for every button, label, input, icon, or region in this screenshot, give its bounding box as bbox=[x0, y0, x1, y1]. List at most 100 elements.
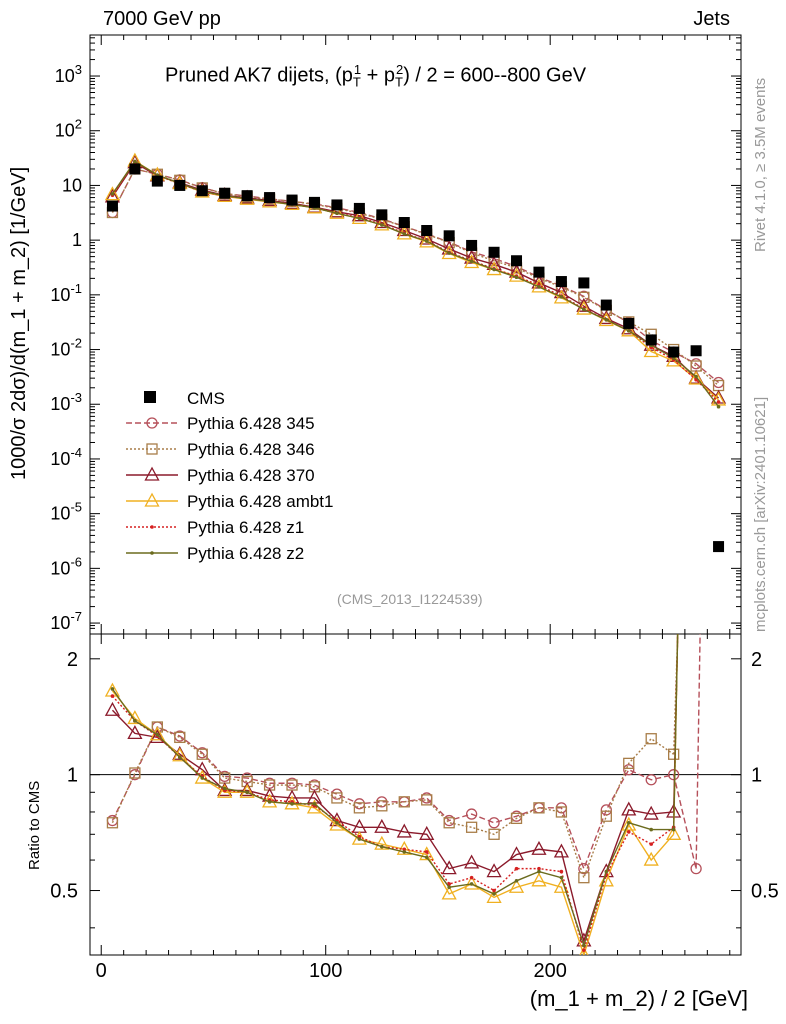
data-point bbox=[398, 796, 410, 808]
header-energy-label: 7000 GeV pp bbox=[103, 8, 221, 30]
ratio-tick-label: 0.5 bbox=[50, 881, 78, 903]
data-point bbox=[441, 885, 457, 900]
data-point bbox=[284, 795, 300, 810]
cms-data-point bbox=[600, 299, 612, 311]
data-point bbox=[553, 289, 570, 304]
legend-label: Pythia 6.428 ambt1 bbox=[187, 492, 333, 511]
ratio-tick-label-right: 0.5 bbox=[751, 881, 779, 903]
data-point bbox=[443, 817, 455, 829]
data-point bbox=[402, 850, 407, 854]
data-point bbox=[559, 875, 564, 880]
y-tick-label: 10-1 bbox=[50, 281, 82, 305]
cms-data-point bbox=[555, 276, 567, 288]
cms-data-point bbox=[623, 317, 635, 329]
data-point bbox=[469, 875, 474, 880]
data-point bbox=[245, 790, 249, 795]
data-point bbox=[196, 748, 208, 760]
data-point bbox=[514, 878, 519, 883]
data-point bbox=[464, 875, 480, 890]
title-sup2: 2 bbox=[395, 62, 404, 77]
data-point bbox=[508, 878, 525, 893]
data-point bbox=[533, 802, 545, 814]
data-point bbox=[374, 818, 390, 833]
data-point bbox=[380, 844, 384, 849]
data-point bbox=[623, 764, 635, 776]
data-point bbox=[133, 159, 137, 164]
data-point bbox=[600, 810, 612, 822]
data-point bbox=[357, 837, 362, 841]
cms-data-point bbox=[443, 230, 455, 242]
ratio-series-z2 bbox=[110, 634, 679, 948]
data-point bbox=[537, 285, 541, 289]
data-point bbox=[716, 404, 721, 409]
data-point bbox=[626, 830, 631, 834]
ratio-line bbox=[111, 688, 674, 948]
data-point bbox=[239, 782, 255, 797]
data-point bbox=[129, 767, 141, 779]
data-point bbox=[329, 203, 345, 218]
data-point bbox=[151, 721, 163, 733]
cms-data-point bbox=[713, 541, 725, 553]
data-point bbox=[155, 732, 160, 737]
data-point bbox=[217, 783, 233, 798]
chart-title: Pruned AK7 dijets, (pT1 + pT2) / 2 = 600… bbox=[165, 62, 586, 90]
legend-label: Pythia 6.428 345 bbox=[187, 414, 315, 433]
data-point bbox=[716, 400, 721, 404]
ratio-spike bbox=[695, 634, 701, 869]
title-sub2: T bbox=[395, 74, 403, 90]
y-tick-label: 10-5 bbox=[50, 500, 82, 524]
ratio-plot-frame bbox=[89, 633, 742, 956]
data-point bbox=[110, 687, 115, 691]
legend-label: Pythia 6.428 346 bbox=[187, 440, 315, 459]
data-point bbox=[146, 417, 158, 429]
data-point bbox=[465, 808, 478, 820]
ratio-line bbox=[111, 709, 674, 944]
data-point bbox=[447, 251, 451, 255]
data-point bbox=[666, 825, 682, 840]
data-point bbox=[104, 701, 121, 716]
legend: CMS Pythia 6.428 345 Pythia 6.428 346 Pythi… bbox=[126, 389, 333, 563]
data-point bbox=[424, 239, 429, 243]
data-point bbox=[106, 817, 119, 829]
data-point bbox=[604, 869, 609, 874]
series-cms bbox=[106, 163, 725, 553]
data-point bbox=[531, 840, 547, 855]
legend-label: Pythia 6.428 z1 bbox=[187, 518, 304, 537]
data-point bbox=[492, 892, 496, 896]
data-point bbox=[335, 211, 339, 216]
ratio-line bbox=[111, 726, 675, 880]
data-point bbox=[469, 882, 474, 886]
data-point bbox=[144, 492, 160, 507]
data-point bbox=[150, 551, 154, 555]
cms-data-point bbox=[645, 334, 657, 346]
y-tick-label: 10 bbox=[62, 175, 82, 195]
cms-data-point bbox=[129, 163, 141, 175]
cms-data-point bbox=[219, 187, 231, 199]
data-point bbox=[488, 817, 500, 829]
data-point bbox=[553, 843, 570, 858]
cms-data-point bbox=[241, 190, 253, 202]
data-point bbox=[510, 812, 523, 825]
data-point bbox=[329, 816, 345, 831]
data-point bbox=[290, 802, 294, 806]
data-point bbox=[645, 774, 657, 786]
data-point bbox=[492, 888, 496, 893]
data-point bbox=[380, 223, 384, 227]
legend-cms-marker bbox=[144, 391, 156, 403]
cms-data-point bbox=[353, 202, 365, 214]
data-point bbox=[492, 267, 496, 272]
data-point bbox=[649, 827, 654, 832]
data-point bbox=[419, 233, 435, 248]
data-point bbox=[110, 192, 115, 196]
data-point bbox=[104, 186, 121, 201]
data-point bbox=[537, 866, 541, 871]
data-point bbox=[559, 295, 564, 299]
data-point bbox=[441, 245, 457, 260]
y-tick-label: 102 bbox=[55, 117, 82, 141]
data-point bbox=[537, 869, 541, 874]
cms-data-point bbox=[398, 217, 410, 229]
title-sub1: T bbox=[352, 74, 361, 90]
cms-data-point bbox=[331, 199, 343, 211]
x-tick-label: 100 bbox=[309, 960, 342, 982]
data-point bbox=[643, 805, 659, 820]
